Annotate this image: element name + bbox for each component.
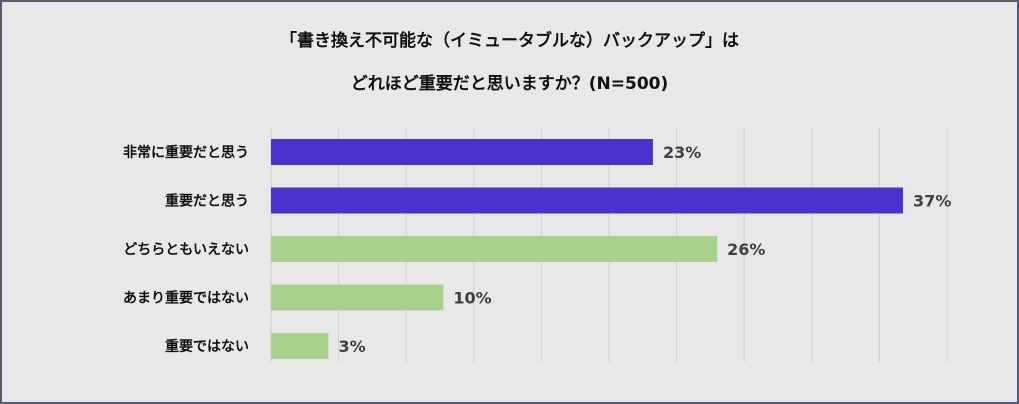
data-label: 23% (663, 143, 701, 162)
category-label: 重要だと思う (165, 193, 249, 210)
chart-title-line2: どれほど重要だと思いますか？(N=500) (350, 74, 669, 94)
category-label: どちらともいえない (123, 242, 249, 258)
bar (271, 236, 718, 262)
data-label: 3% (338, 337, 365, 356)
data-label: 10% (453, 289, 491, 308)
data-label: 26% (727, 240, 765, 259)
chart-title-line1: 「書き換え不可能な（イミュータブルな）バックアップ」は (280, 31, 739, 51)
data-label: 37% (913, 192, 951, 211)
bar (271, 333, 329, 359)
category-label: 非常に重要だと思う (123, 144, 249, 161)
category-label: あまり重要ではない (123, 290, 249, 307)
bar (271, 284, 444, 311)
category-label: 重要ではない (165, 338, 249, 355)
bar (271, 187, 904, 214)
bar (271, 139, 653, 165)
